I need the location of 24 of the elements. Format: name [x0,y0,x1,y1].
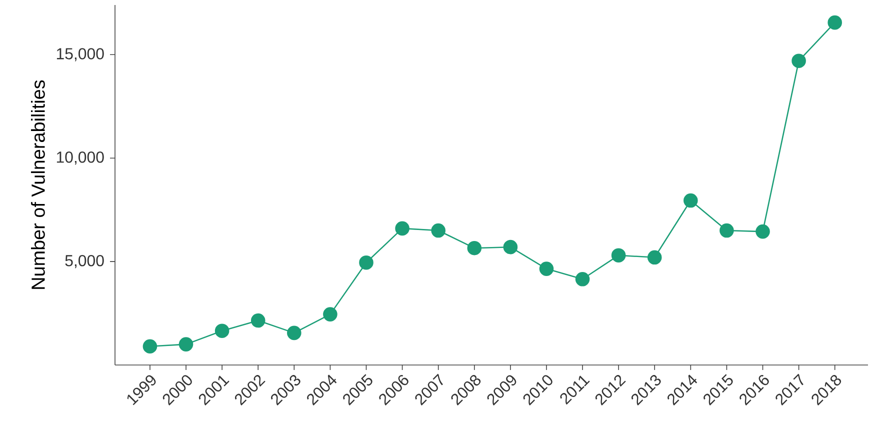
point [828,15,842,30]
point [792,54,806,68]
point [611,248,626,262]
y-tick-label: 10,000 [56,152,104,165]
point [756,224,770,239]
point [142,339,158,354]
point [359,255,374,270]
point [575,272,590,286]
point [214,324,230,338]
point [323,307,338,322]
point [684,193,698,208]
point [395,221,410,236]
point [287,326,302,340]
point [250,313,266,328]
point [647,250,662,265]
point [178,337,194,352]
point [720,223,734,238]
point [539,262,554,276]
y-axis-title: Number of Vulnerabilities [31,80,45,289]
y-tick-label: 15,000 [56,48,104,62]
point [431,223,446,238]
y-tick-label: 5,000 [65,254,104,268]
point [467,240,482,256]
point [503,240,518,254]
